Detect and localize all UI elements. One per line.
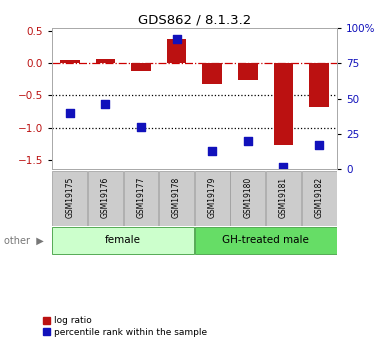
Bar <box>266 170 301 226</box>
Point <box>209 148 215 154</box>
Point <box>102 101 109 107</box>
Bar <box>238 63 258 80</box>
Bar <box>167 39 186 63</box>
Text: GSM19177: GSM19177 <box>137 177 146 218</box>
Point <box>316 142 322 148</box>
Bar <box>52 170 87 226</box>
Bar <box>60 60 80 63</box>
Bar <box>131 63 151 71</box>
Bar <box>195 170 230 226</box>
Point <box>138 124 144 130</box>
Point <box>67 110 73 116</box>
Legend: log ratio, percentile rank within the sample: log ratio, percentile rank within the sa… <box>43 316 207 337</box>
Point <box>174 36 180 42</box>
Bar <box>88 170 123 226</box>
Bar <box>230 170 265 226</box>
Bar <box>301 170 336 226</box>
Bar <box>124 170 159 226</box>
Text: female: female <box>105 235 141 245</box>
Bar <box>203 63 222 84</box>
Title: GDS862 / 8.1.3.2: GDS862 / 8.1.3.2 <box>138 13 251 27</box>
Text: GSM19176: GSM19176 <box>101 177 110 218</box>
Bar <box>52 227 194 254</box>
Text: GSM19182: GSM19182 <box>315 177 323 218</box>
Bar <box>159 170 194 226</box>
Text: other  ▶: other ▶ <box>4 235 44 245</box>
Text: GSM19181: GSM19181 <box>279 177 288 218</box>
Text: GSM19175: GSM19175 <box>65 177 74 218</box>
Bar <box>274 63 293 145</box>
Text: GSM19180: GSM19180 <box>243 177 252 218</box>
Bar <box>95 59 115 63</box>
Text: GSM19178: GSM19178 <box>172 177 181 218</box>
Text: GH-treated male: GH-treated male <box>222 235 309 245</box>
Bar <box>195 227 336 254</box>
Point <box>280 164 286 169</box>
Point <box>245 138 251 144</box>
Bar <box>309 63 329 107</box>
Text: GSM19179: GSM19179 <box>208 177 217 218</box>
